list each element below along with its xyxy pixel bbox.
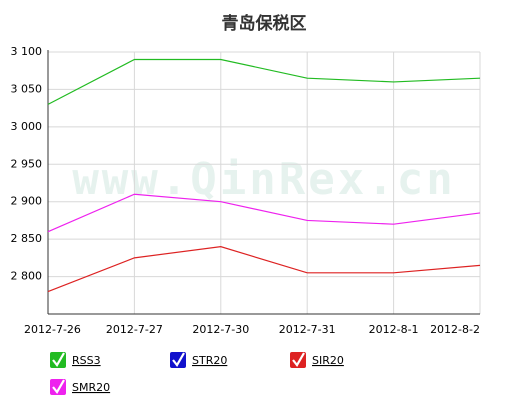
legend-check — [172, 352, 185, 367]
legend-label[interactable]: STR20 — [192, 354, 227, 367]
y-tick-label: 2 900 — [11, 195, 43, 208]
y-tick-label: 3 050 — [11, 82, 43, 95]
series-line — [47, 246, 481, 293]
y-tick-label: 2 850 — [11, 232, 43, 245]
series-line — [47, 193, 481, 233]
x-tick-label: 2012-8-2 — [430, 323, 480, 336]
legend-label[interactable]: RSS3 — [72, 354, 101, 367]
x-tick-label: 2012-7-26 — [24, 323, 81, 336]
legend-check — [52, 352, 65, 367]
legend-label[interactable]: SIR20 — [312, 354, 344, 367]
y-tick-label: 3 000 — [11, 120, 43, 133]
y-tick-label: 2 800 — [11, 270, 43, 283]
x-tick-label: 2012-7-30 — [192, 323, 249, 336]
series-line — [47, 58, 481, 105]
legend-label[interactable]: SMR20 — [72, 381, 110, 394]
watermark: www.QinRex.cn — [72, 154, 455, 205]
y-tick-label: 3 100 — [11, 45, 43, 58]
legend-check — [52, 379, 65, 394]
x-tick-label: 2012-7-31 — [279, 323, 336, 336]
x-tick-label: 2012-8-1 — [369, 323, 419, 336]
y-tick-label: 2 950 — [11, 157, 43, 170]
chart-title: 青岛保税区 — [222, 13, 307, 34]
legend-check — [292, 352, 305, 367]
x-tick-label: 2012-7-27 — [106, 323, 163, 336]
